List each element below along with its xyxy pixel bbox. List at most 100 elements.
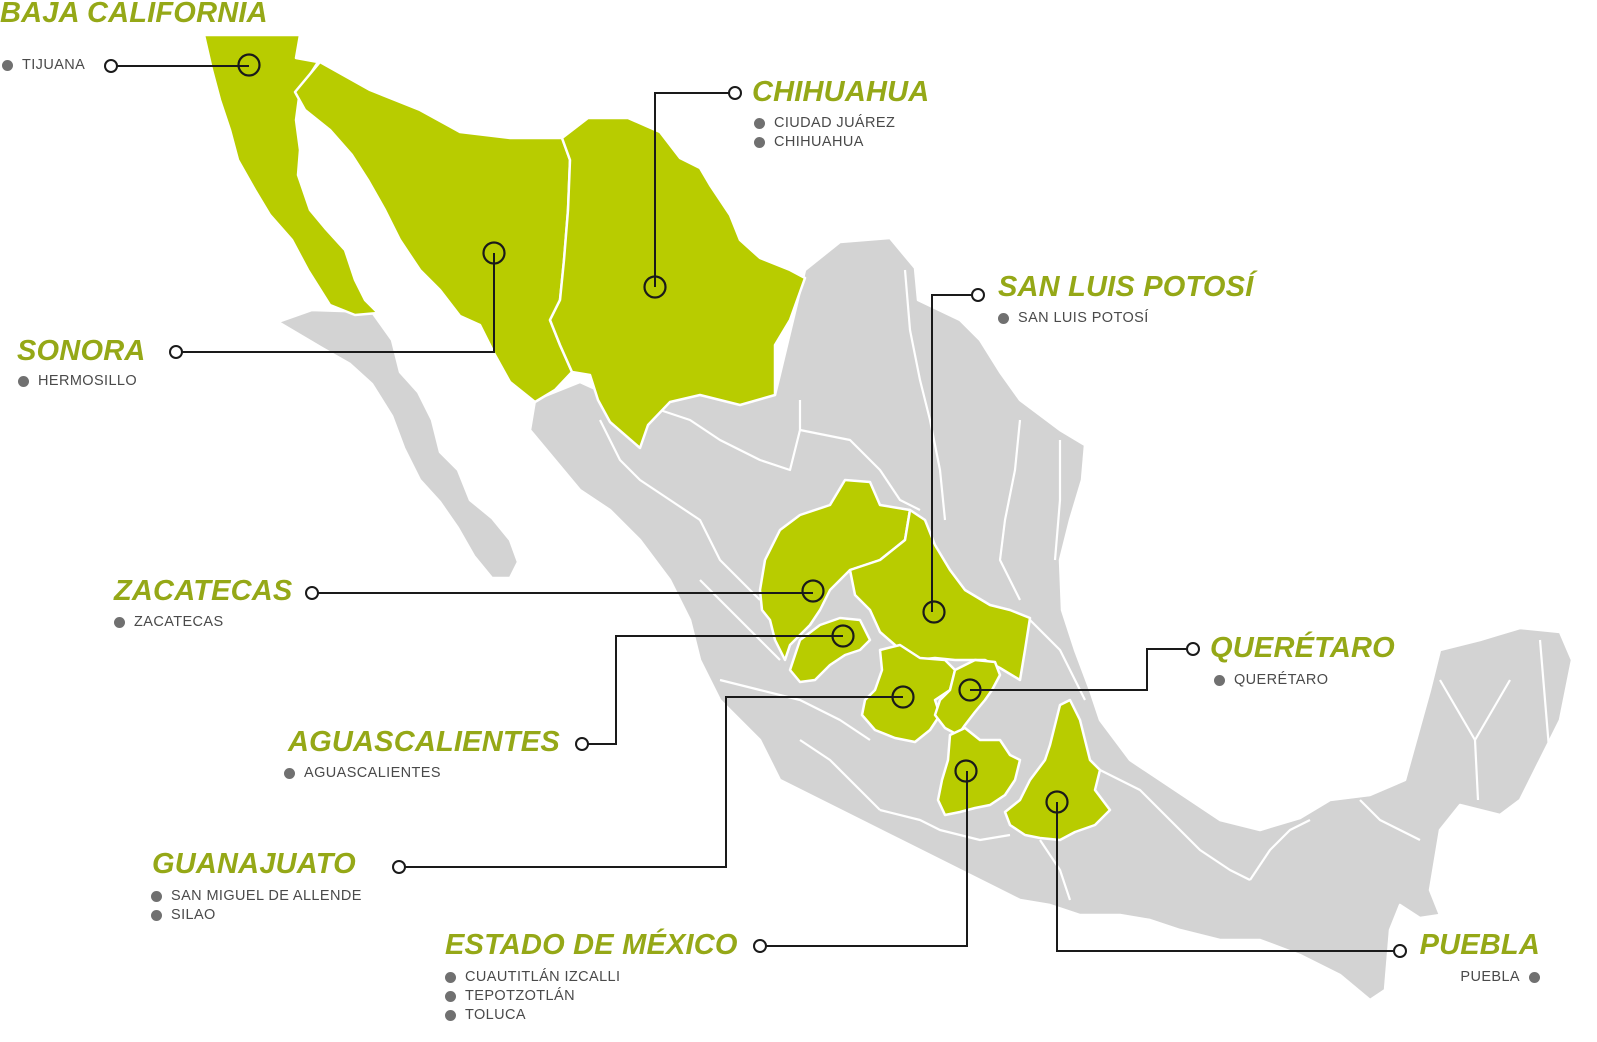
- city-dot-icon: [2, 60, 13, 71]
- city-name: CIUDAD JUÁREZ: [774, 115, 896, 131]
- city-list: ZACATECAS: [114, 613, 224, 632]
- leader-line-queretaro: [970, 648, 1193, 691]
- city-dot-icon: [445, 972, 456, 983]
- city-name: TEPOTZOTLÁN: [465, 988, 575, 1004]
- city-name: SILAO: [171, 907, 216, 923]
- anchor-aguascalientes: [575, 737, 589, 751]
- city-dot-icon: [284, 768, 295, 779]
- marker-puebla[interactable]: [1045, 790, 1069, 814]
- region-chihuahua: [548, 116, 807, 450]
- city-name: SAN LUIS POTOSÍ: [1018, 310, 1149, 326]
- city-item: SAN LUIS POTOSÍ: [998, 309, 1149, 328]
- city-item: SAN MIGUEL DE ALLENDE: [151, 887, 362, 906]
- marker-guanajuato[interactable]: [891, 685, 915, 709]
- city-list: CIUDAD JUÁREZ CHIHUAHUA: [754, 114, 895, 152]
- label-anchors: [104, 59, 1407, 958]
- city-list: SAN LUIS POTOSÍ: [998, 309, 1149, 328]
- city-name: QUERÉTARO: [1234, 672, 1329, 688]
- city-item: QUERÉTARO: [1214, 671, 1328, 690]
- marker-queretaro[interactable]: [958, 678, 982, 702]
- anchor-puebla: [1393, 944, 1407, 958]
- anchor-guanajuato: [392, 860, 406, 874]
- state-baja-california-sur: [276, 308, 520, 580]
- anchor-chihuahua: [728, 86, 742, 100]
- marker-estado-de-mexico[interactable]: [954, 759, 978, 783]
- state-name: AGUASCALIENTES: [288, 726, 560, 758]
- city-dot-icon: [445, 991, 456, 1002]
- anchor-estado-de-mexico: [753, 939, 767, 953]
- city-list: QUERÉTARO: [1214, 671, 1328, 690]
- marker-aguascalientes[interactable]: [831, 624, 855, 648]
- location-markers: [237, 53, 1069, 814]
- city-name: SAN MIGUEL DE ALLENDE: [171, 888, 362, 904]
- state-name: BAJA CALIFORNIA: [0, 0, 268, 29]
- city-item: CHIHUAHUA: [754, 133, 895, 152]
- state-name: SAN LUIS POTOSÍ: [998, 271, 1254, 303]
- marker-chihuahua[interactable]: [643, 275, 667, 299]
- city-item: ZACATECAS: [114, 613, 224, 632]
- leader-line-sonora: [176, 253, 495, 353]
- city-item: HERMOSILLO: [18, 372, 137, 391]
- marker-san-luis-potosi[interactable]: [922, 600, 946, 624]
- city-name: CUAUTITLÁN IZCALLI: [465, 969, 621, 985]
- city-name: PUEBLA: [1460, 969, 1520, 985]
- city-name: AGUASCALIENTES: [304, 765, 441, 781]
- city-list: PUEBLA: [1460, 968, 1540, 987]
- state-name: PUEBLA: [1419, 929, 1540, 961]
- city-dot-icon: [151, 891, 162, 902]
- city-list: AGUASCALIENTES: [284, 764, 441, 783]
- state-name: SONORA: [17, 335, 146, 367]
- city-dot-icon: [1529, 972, 1540, 983]
- city-dot-icon: [114, 617, 125, 628]
- anchor-baja-california: [104, 59, 118, 73]
- region-baja-california: [202, 33, 380, 317]
- region-estado-de-mexico: [936, 726, 1022, 817]
- city-dot-icon: [1214, 675, 1225, 686]
- city-item: TOLUCA: [445, 1006, 620, 1025]
- city-dot-icon: [754, 137, 765, 148]
- state-name: CHIHUAHUA: [752, 76, 930, 108]
- marker-zacatecas[interactable]: [801, 579, 825, 603]
- city-name: HERMOSILLO: [38, 373, 138, 389]
- city-name: ZACATECAS: [134, 614, 224, 630]
- leader-line-chihuahua: [654, 92, 735, 287]
- leader-line-san-luis-potosi: [931, 294, 978, 612]
- state-name: ESTADO DE MÉXICO: [445, 929, 738, 961]
- leader-line-guanajuato: [399, 696, 903, 868]
- city-name: TOLUCA: [465, 1007, 526, 1023]
- city-dot-icon: [998, 313, 1009, 324]
- mainland-base: [528, 236, 1574, 1002]
- city-dot-icon: [18, 376, 29, 387]
- city-item: TEPOTZOTLÁN: [445, 987, 620, 1006]
- leader-lines: [111, 65, 1400, 952]
- anchor-queretaro: [1186, 642, 1200, 656]
- base-land: [276, 236, 1574, 1002]
- leader-line-aguascalientes: [582, 635, 843, 745]
- region-aguascalientes: [788, 616, 872, 684]
- state-name: QUERÉTARO: [1210, 632, 1395, 664]
- anchor-sonora: [169, 345, 183, 359]
- city-item: TIJUANA: [2, 56, 85, 75]
- city-name: TIJUANA: [22, 57, 86, 73]
- city-list: CUAUTITLÁN IZCALLI TEPOTZOTLÁN TOLUCA: [445, 968, 620, 1025]
- city-list: TIJUANA: [2, 56, 85, 75]
- state-name: GUANAJUATO: [152, 848, 356, 880]
- region-queretaro: [933, 658, 1002, 737]
- marker-baja-california[interactable]: [237, 53, 261, 77]
- leader-line-estado-de-mexico: [760, 771, 968, 947]
- anchor-zacatecas: [305, 586, 319, 600]
- highlighted-states: [202, 33, 1112, 842]
- state-name: ZACATECAS: [114, 575, 293, 607]
- city-list: SAN MIGUEL DE ALLENDE SILAO: [151, 887, 362, 925]
- city-item: PUEBLA: [1460, 968, 1540, 987]
- city-list: HERMOSILLO: [18, 372, 137, 391]
- city-item: CIUDAD JUÁREZ: [754, 114, 895, 133]
- region-sonora: [293, 60, 574, 404]
- city-item: SILAO: [151, 906, 362, 925]
- marker-sonora[interactable]: [482, 241, 506, 265]
- city-dot-icon: [445, 1010, 456, 1021]
- city-dot-icon: [754, 118, 765, 129]
- leader-line-puebla: [1056, 802, 1400, 952]
- city-name: CHIHUAHUA: [774, 134, 864, 150]
